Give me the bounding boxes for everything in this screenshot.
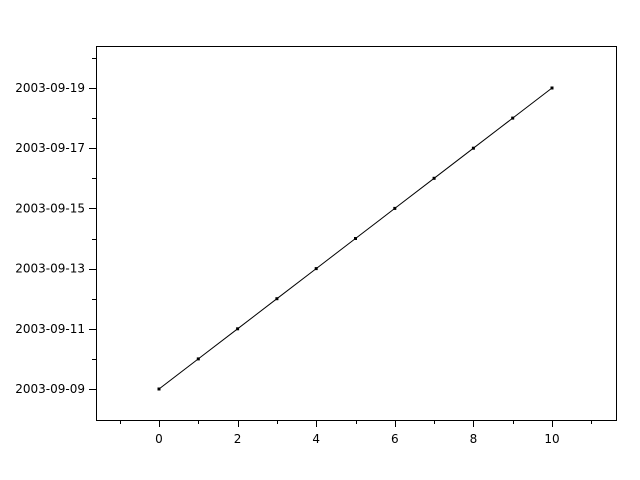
- data-point-marker: [432, 176, 436, 180]
- y-tick-label: 2003-09-11: [15, 322, 85, 336]
- data-point-marker: [236, 327, 240, 331]
- x-tick-label: 0: [155, 432, 163, 446]
- x-tick-label: 2: [234, 432, 242, 446]
- data-point-marker: [393, 206, 397, 210]
- y-tick-label: 2003-09-13: [15, 262, 85, 276]
- data-point-marker: [511, 116, 515, 120]
- data-point-marker: [157, 387, 161, 391]
- data-point-marker: [471, 146, 475, 150]
- x-tick-label: 6: [391, 432, 399, 446]
- y-tick-label: 2003-09-17: [15, 141, 85, 155]
- data-point-marker: [314, 267, 318, 271]
- data-point-marker: [550, 86, 554, 90]
- x-tick-label: 10: [544, 432, 559, 446]
- plot-frame: [96, 46, 617, 421]
- data-point-marker: [354, 237, 357, 240]
- data-point-marker: [196, 357, 200, 361]
- y-tick-label: 2003-09-19: [15, 81, 85, 95]
- x-tick-label: 8: [470, 432, 478, 446]
- y-tick-label: 2003-09-15: [15, 201, 85, 215]
- x-tick-label: 4: [312, 432, 320, 446]
- data-point-marker: [275, 297, 279, 301]
- y-tick-label: 2003-09-09: [15, 382, 85, 396]
